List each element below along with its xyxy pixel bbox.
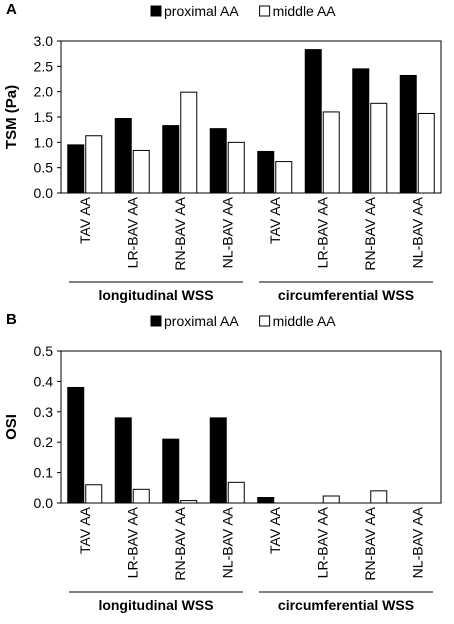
y-axis-label: TSM (Pa) <box>3 85 20 149</box>
panel-label: B <box>6 311 17 328</box>
legend: proximal AA middle AA <box>150 3 337 19</box>
x-tick-label: TAV AA <box>77 196 93 244</box>
bar <box>322 111 340 194</box>
x-tick-label: RN-BAV AA <box>362 506 378 580</box>
bar <box>85 135 103 194</box>
legend-swatch <box>150 315 162 327</box>
legend-swatch <box>259 5 271 17</box>
bar <box>209 128 227 194</box>
legend-label: proximal AA <box>164 313 239 329</box>
y-tick-label: 0.2 <box>34 434 54 450</box>
legend-swatch <box>150 5 162 17</box>
x-tick-label: TAV AA <box>77 506 93 554</box>
panel-label: A <box>6 1 17 18</box>
bar <box>275 161 293 194</box>
legend-swatch <box>259 315 271 327</box>
y-tick-label: 1.5 <box>34 109 54 125</box>
y-tick-label: 0.0 <box>34 185 54 201</box>
y-axis-label: OSI <box>3 414 20 440</box>
x-tick-label: RN-BAV AA <box>172 196 188 270</box>
x-tick-label: NL-BAV AA <box>219 506 235 578</box>
bar <box>85 484 103 504</box>
bar <box>180 500 198 504</box>
x-tick-label: NL-BAV AA <box>409 196 425 268</box>
group-label: circumferential WSS <box>278 597 414 613</box>
legend: proximal AA middle AA <box>150 313 337 329</box>
y-tick-label: 2.0 <box>34 84 54 100</box>
x-tick-label: RN-BAV AA <box>172 506 188 580</box>
plot-area <box>60 350 442 504</box>
bar <box>114 417 132 504</box>
y-tick-label: 0.4 <box>34 373 54 389</box>
bar <box>132 488 150 504</box>
bar <box>209 417 227 504</box>
x-tick-label: RN-BAV AA <box>362 196 378 270</box>
y-tick-label: 0.5 <box>34 343 54 359</box>
x-tick-label: LR-BAV AA <box>124 506 140 578</box>
bar <box>322 495 340 504</box>
x-tick-label: LR-BAV AA <box>314 196 330 268</box>
bar <box>227 481 245 504</box>
bar <box>67 144 85 194</box>
x-tick-label: LR-BAV AA <box>124 196 140 268</box>
group-label: longitudinal WSS <box>98 287 213 303</box>
x-tick-label: TAV AA <box>267 506 283 554</box>
x-tick-label: NL-BAV AA <box>409 506 425 578</box>
bar <box>67 386 85 504</box>
y-tick-label: 0.1 <box>34 465 54 481</box>
group-label: longitudinal WSS <box>98 597 213 613</box>
bar <box>257 150 275 194</box>
y-tick-label: 0.0 <box>34 495 54 511</box>
group-label: circumferential WSS <box>278 287 414 303</box>
legend-label: proximal AA <box>164 3 239 19</box>
bar <box>162 125 180 194</box>
bar <box>180 91 198 194</box>
y-tick-label: 0.5 <box>34 160 54 176</box>
bar <box>132 149 150 194</box>
x-tick-label: TAV AA <box>267 196 283 244</box>
bar <box>257 497 275 504</box>
y-tick-label: 1.0 <box>34 134 54 150</box>
bar <box>399 74 417 194</box>
bar <box>227 141 245 194</box>
bar <box>114 118 132 194</box>
bar <box>304 49 322 194</box>
x-tick-label: LR-BAV AA <box>314 506 330 578</box>
legend-label: middle AA <box>273 313 337 329</box>
legend-label: middle AA <box>273 3 337 19</box>
bar <box>417 112 435 194</box>
y-tick-label: 0.3 <box>34 404 54 420</box>
x-tick-label: NL-BAV AA <box>219 196 235 268</box>
bar <box>370 102 388 194</box>
y-tick-label: 3.0 <box>34 33 54 49</box>
bar <box>352 68 370 194</box>
bar <box>370 490 388 504</box>
bar <box>162 438 180 504</box>
y-tick-label: 2.5 <box>34 58 54 74</box>
